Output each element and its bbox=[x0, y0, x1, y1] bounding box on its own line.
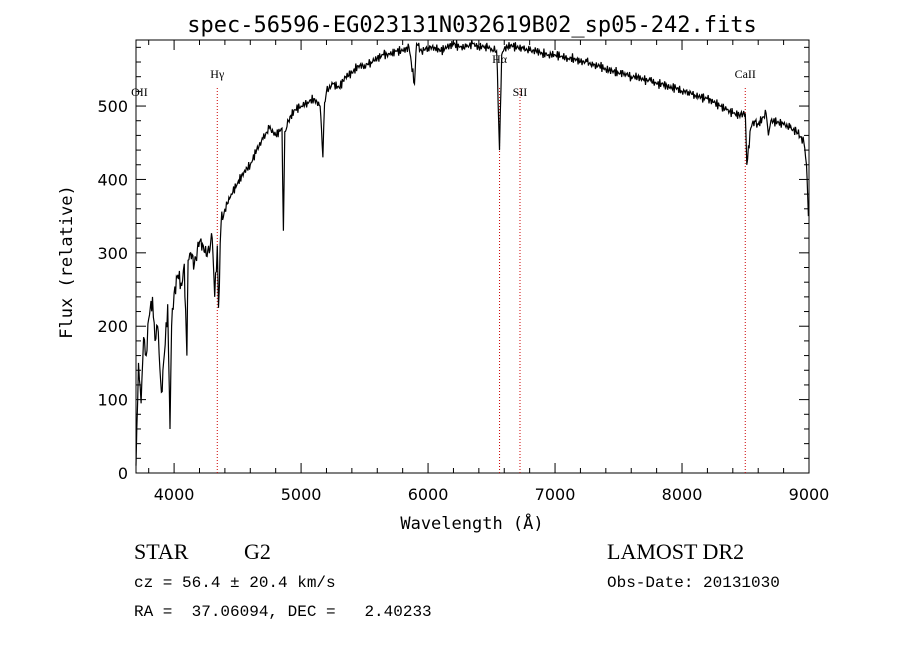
y-axis-label: Flux (relative) bbox=[57, 185, 77, 339]
plot-frame bbox=[135, 39, 810, 474]
y-tick-label: 500 bbox=[97, 97, 128, 116]
y-tick-label: 300 bbox=[97, 244, 128, 263]
chart-title: spec-56596-EG023131N032619B02_sp05-242.f… bbox=[187, 13, 757, 38]
redshift-text: cz = 56.4 ± 20.4 km/s bbox=[134, 574, 336, 592]
spectrum-line bbox=[135, 39, 809, 466]
x-tick-label: 8000 bbox=[662, 485, 703, 504]
x-axis: 4000 5000 6000 7000 8000 9000 bbox=[148, 40, 830, 504]
y-tick-label: 200 bbox=[97, 317, 128, 336]
line-marker-layer: OII Hγ Hα SII CaII bbox=[131, 52, 756, 473]
y-axis: 0 100 200 300 400 500 bbox=[97, 46, 809, 483]
line-marker-label: OII bbox=[131, 85, 148, 99]
object-subclass: G2 bbox=[244, 539, 271, 564]
line-marker-label: Hγ bbox=[210, 67, 225, 81]
x-tick-label: 5000 bbox=[281, 485, 322, 504]
x-tick-label: 6000 bbox=[408, 485, 449, 504]
x-tick-label: 9000 bbox=[789, 485, 830, 504]
object-class: STAR bbox=[134, 539, 189, 564]
survey-label: LAMOST DR2 bbox=[607, 539, 745, 564]
coordinates-text: RA = 37.06094, DEC = 2.40233 bbox=[134, 603, 432, 621]
x-axis-label: Wavelength (Å) bbox=[400, 512, 543, 534]
y-tick-label: 100 bbox=[97, 391, 128, 410]
y-tick-label: 0 bbox=[118, 464, 128, 483]
line-marker-label: SII bbox=[513, 85, 528, 99]
x-tick-label: 7000 bbox=[535, 485, 576, 504]
line-marker-label: CaII bbox=[735, 67, 756, 81]
line-marker-label: Hα bbox=[492, 52, 508, 66]
x-tick-label: 4000 bbox=[154, 485, 195, 504]
y-tick-label: 400 bbox=[97, 170, 128, 189]
obs-date-text: Obs-Date: 20131030 bbox=[607, 574, 780, 592]
